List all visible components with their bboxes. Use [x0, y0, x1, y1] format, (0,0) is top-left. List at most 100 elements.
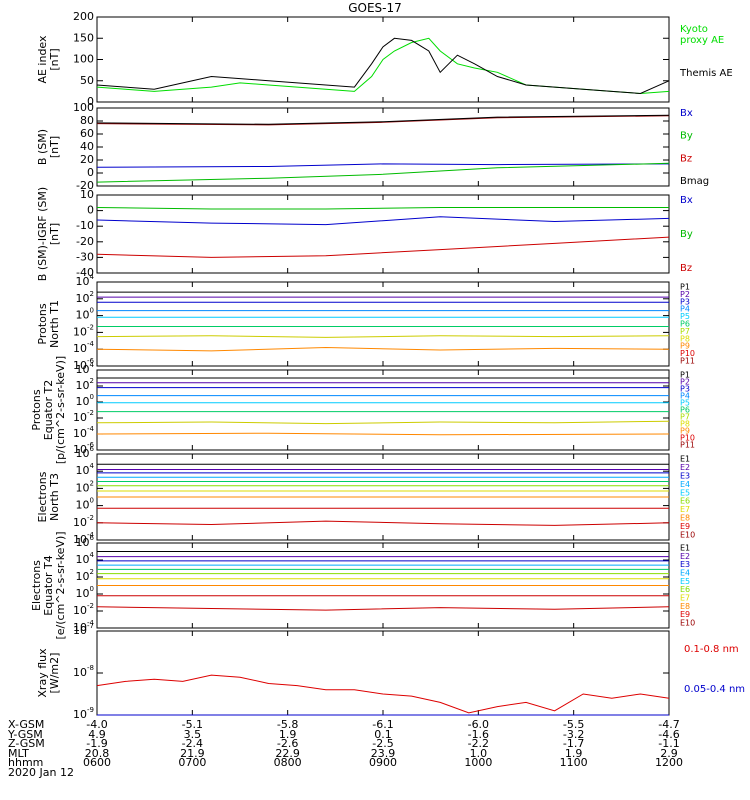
- y-tick-label: -10: [76, 219, 94, 232]
- y-tick-label: 10-2: [73, 409, 94, 424]
- bottom-row-value: 1100: [559, 756, 588, 769]
- y-tick-label: 10: [80, 188, 94, 201]
- y-tick-label: 102: [76, 479, 94, 494]
- y-tick-label: 10-2: [73, 602, 94, 617]
- legend-entry: Kyoto: [680, 24, 708, 35]
- legend-entry: E5: [680, 488, 690, 497]
- legend-entry: P2: [680, 378, 690, 387]
- bottom-row-value: 3.5: [183, 727, 202, 741]
- y-tick-label: 50: [80, 74, 94, 87]
- y-tick-label: -20: [76, 235, 94, 248]
- bottom-row-value: 23.9: [370, 746, 396, 760]
- y-tick-label: 100: [76, 585, 94, 600]
- y-tick-label: 100: [73, 101, 94, 114]
- bottom-row-value: -1.6: [467, 727, 490, 741]
- bottom-row-label: Z-GSM: [8, 737, 45, 750]
- series-line-bmag: [96, 114, 670, 125]
- legend-entry: 0.1-0.8 nm: [684, 644, 739, 655]
- legend-entry: P4: [680, 392, 690, 401]
- bottom-row-value: -6.0: [467, 718, 490, 731]
- legend-entry: E7: [680, 505, 690, 514]
- bottom-row-value: -3.2: [562, 727, 585, 741]
- y-axis-label: ProtonsNorth T1: [36, 300, 61, 348]
- legend-entry: E6: [680, 497, 690, 506]
- legend-entry: E10: [680, 619, 695, 628]
- y-tick-label: 10-2: [73, 323, 94, 338]
- legend-entry: P11: [680, 441, 695, 450]
- y-tick-label: 100: [76, 497, 94, 512]
- bottom-row-value: -4.7: [658, 718, 680, 731]
- series-line-e10: [96, 606, 670, 611]
- y-tick-label: 10-4: [73, 340, 95, 355]
- y-tick-label: 10-2: [73, 514, 94, 529]
- panel-frame: [96, 630, 670, 716]
- legend-entry: E1: [680, 455, 690, 464]
- y-tick-label: 102: [76, 290, 94, 305]
- bottom-row-value: 1.9: [564, 746, 583, 760]
- series-line-bz: [96, 236, 670, 258]
- y-tick-label: 150: [73, 31, 94, 44]
- legend-entry: E5: [680, 577, 690, 586]
- bottom-row-value: -2.6: [276, 737, 299, 750]
- legend-entry: Bz: [680, 263, 692, 274]
- series-line-bx: [96, 163, 670, 168]
- legend-entry: P5: [680, 312, 690, 321]
- legend-entry: E8: [680, 602, 690, 611]
- legend-entry: P1: [680, 283, 690, 292]
- y-tick-label: 104: [76, 551, 95, 566]
- y-tick-label: 40: [80, 140, 94, 153]
- legend-entry: P8: [680, 334, 690, 343]
- bottom-row-value: -2.2: [467, 737, 490, 750]
- bottom-row-value: 0800: [273, 756, 302, 769]
- legend-entry: P3: [680, 297, 690, 306]
- bottom-row-value: -5.8: [276, 718, 299, 731]
- legend-entry: P4: [680, 305, 690, 314]
- legend-entry: Bmag: [680, 176, 709, 187]
- y-tick-label: 10-4: [73, 619, 95, 634]
- y-axis-label: ProtonsEquator T2[p/(cm^2-s-sr-keV)]: [30, 356, 67, 464]
- legend-entry: E4: [680, 569, 690, 578]
- y-tick-label: 10-6: [73, 441, 95, 456]
- legend-entry: Bx: [680, 195, 693, 206]
- legend-entry: P10: [680, 434, 695, 443]
- y-tick-label: 20: [80, 153, 94, 166]
- bottom-row-value: 2.9: [660, 746, 678, 760]
- bottom-row-value: 1000: [464, 756, 493, 769]
- bottom-row-value: 0600: [83, 756, 111, 769]
- y-tick-label: 100: [76, 393, 94, 408]
- series-line-0-1-0-8-nm: [96, 674, 670, 714]
- bottom-row-label: X-GSM: [8, 718, 45, 731]
- legend-entry: By: [680, 131, 693, 142]
- y-tick-label: 10-9: [73, 706, 94, 721]
- bottom-row-value: 0900: [369, 756, 397, 769]
- legend-entry: P7: [680, 413, 690, 422]
- legend-entry: proxy AE: [680, 35, 724, 46]
- y-axis-label: AE index[nT]: [36, 35, 61, 84]
- bottom-row-value: 1.9: [278, 727, 297, 741]
- legend-entry: Themis AE: [679, 68, 733, 79]
- panel-frame: [96, 369, 670, 451]
- legend-entry: P2: [680, 290, 690, 299]
- y-tick-label: 60: [80, 127, 94, 140]
- y-tick-label: 0: [87, 166, 94, 179]
- bottom-row-value: -4.6: [658, 727, 680, 741]
- y-axis-label: B (SM)-IGRF (SM)[nT]: [36, 187, 61, 281]
- legend-entry: E6: [680, 585, 690, 594]
- y-tick-label: -20: [76, 179, 94, 192]
- legend-entry: P8: [680, 420, 690, 429]
- legend-entry: P10: [680, 349, 695, 358]
- panel-e_equator: 10-4 10-2 100 102 104 106 ElectronsEquator T4[…: [30, 531, 695, 639]
- legend-entry: E2: [680, 463, 690, 472]
- bottom-row-value: -2.4: [181, 737, 204, 750]
- legend-entry: By: [680, 229, 693, 240]
- bottom-row-label: MLT: [8, 746, 29, 760]
- panel-frame: [96, 194, 670, 274]
- legend-entry: P6: [680, 320, 690, 329]
- bottom-row-label: Y-GSM: [8, 727, 43, 741]
